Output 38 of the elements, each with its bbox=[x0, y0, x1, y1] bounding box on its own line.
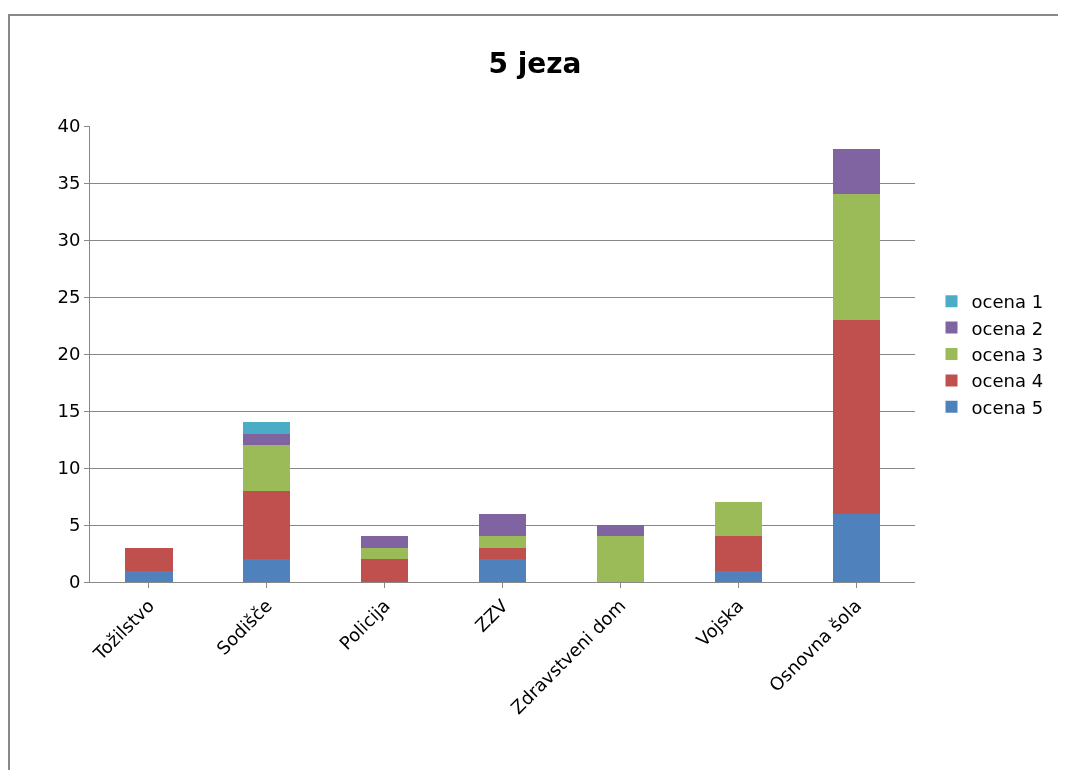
legend-label: ocena 3 bbox=[971, 344, 1044, 366]
bar bbox=[832, 194, 880, 320]
bar bbox=[243, 445, 291, 491]
y-tick-label: 20 bbox=[57, 343, 81, 365]
bar bbox=[478, 536, 527, 548]
bar bbox=[361, 547, 409, 560]
y-tick-label: 25 bbox=[57, 286, 81, 308]
bar bbox=[714, 570, 762, 582]
bar bbox=[243, 559, 291, 582]
bar bbox=[714, 536, 762, 571]
chart-title: 5 jeza bbox=[488, 47, 582, 81]
bar bbox=[596, 525, 644, 537]
bar bbox=[596, 536, 644, 582]
y-tick-label: 35 bbox=[57, 172, 81, 194]
bar bbox=[714, 502, 762, 537]
bar bbox=[243, 490, 291, 560]
bar bbox=[243, 422, 291, 434]
y-tick-label: 40 bbox=[57, 115, 81, 137]
y-tick-label: 0 bbox=[68, 571, 81, 593]
y-tick-label: 10 bbox=[57, 457, 81, 479]
y-tick-label: 5 bbox=[68, 514, 81, 536]
legend-label: ocena 4 bbox=[971, 370, 1044, 392]
bar bbox=[832, 319, 880, 514]
bar bbox=[125, 570, 173, 582]
legend-label: ocena 1 bbox=[971, 291, 1044, 313]
y-tick-label: 30 bbox=[57, 229, 81, 251]
bar bbox=[832, 513, 880, 582]
bar bbox=[361, 536, 409, 548]
bar bbox=[478, 547, 527, 560]
y-tick-label: 15 bbox=[57, 400, 81, 422]
bar bbox=[478, 513, 527, 537]
bar bbox=[125, 547, 173, 571]
bar bbox=[243, 433, 291, 446]
legend-label: ocena 2 bbox=[971, 317, 1044, 339]
bar bbox=[361, 559, 409, 582]
legend-label: ocena 5 bbox=[971, 396, 1044, 418]
bar bbox=[832, 148, 880, 195]
bar bbox=[478, 559, 527, 582]
